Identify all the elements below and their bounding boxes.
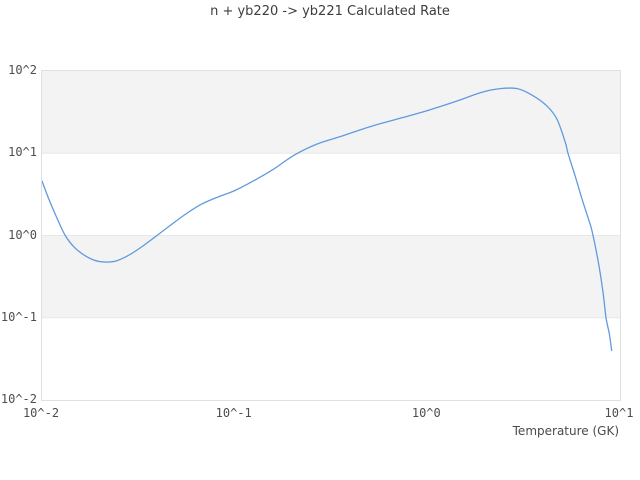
x-tick-label: 10^0 [411, 406, 441, 420]
rate-curve-plot [42, 71, 620, 352]
y-tick-label: 10^-2 [0, 392, 37, 406]
rate-curve [42, 87, 613, 352]
chart-title: n + yb220 -> yb221 Calculated Rate [210, 4, 450, 19]
decade-band [42, 235, 620, 318]
y-tick-label: 10^1 [8, 145, 37, 160]
plot-area [41, 70, 621, 401]
x-tick-label: 10^-1 [215, 406, 252, 420]
decade-band [42, 71, 620, 154]
x-tick-label: 10^-2 [22, 406, 60, 420]
x-tick-label: 10^1 [604, 406, 634, 420]
x-axis-title: Temperature (GK) [512, 424, 619, 438]
y-tick-label: 10^-1 [0, 309, 37, 324]
y-tick-label: 10^2 [8, 63, 37, 77]
y-tick-label: 10^0 [8, 227, 37, 242]
